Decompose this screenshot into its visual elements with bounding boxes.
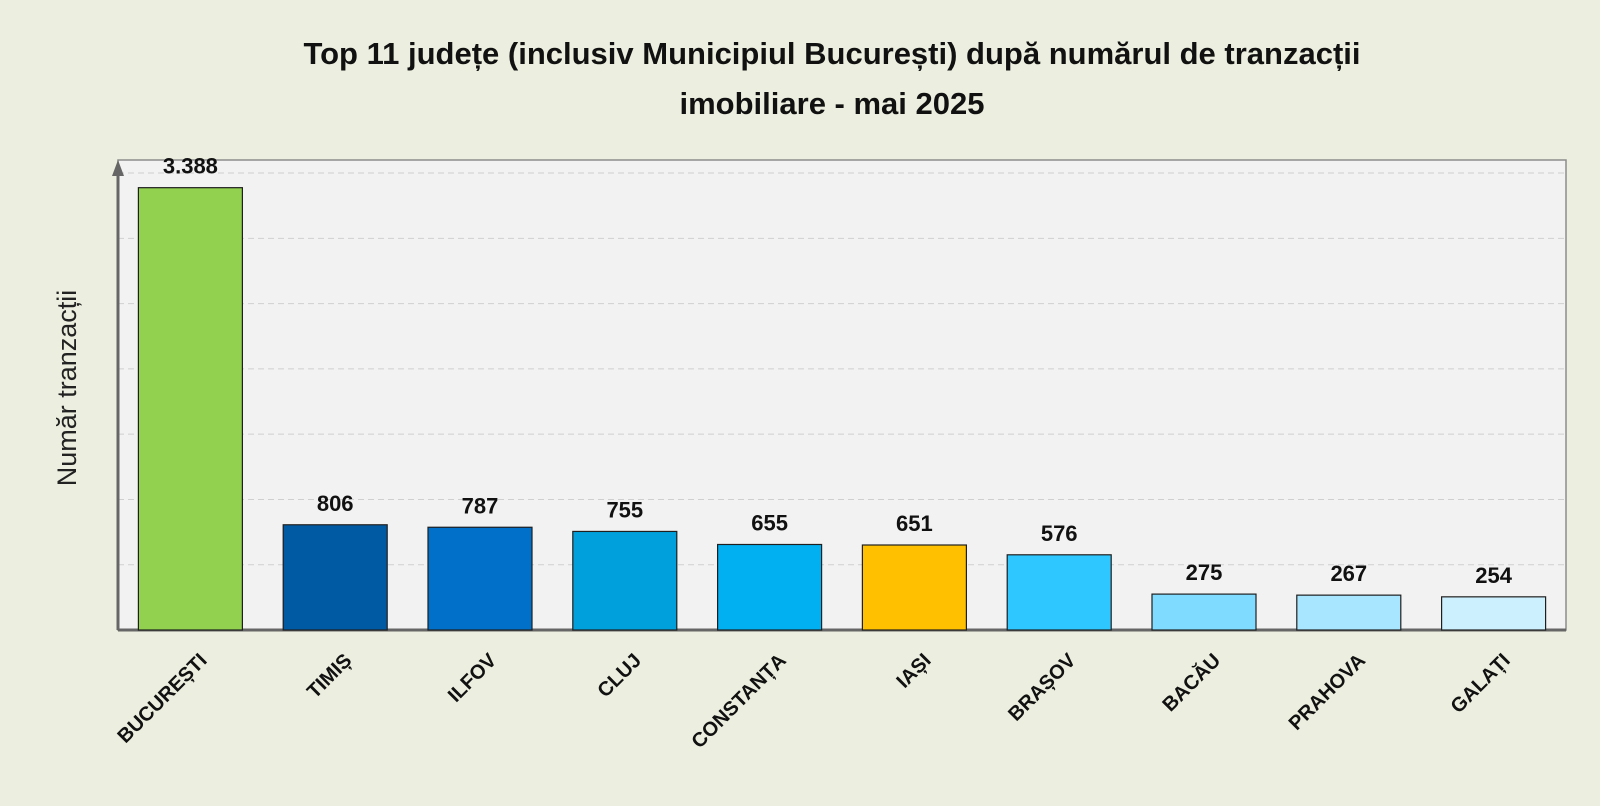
data-label: 755 [606, 497, 643, 522]
bar [1151, 593, 1257, 631]
data-label: 651 [896, 511, 933, 536]
bar [572, 530, 678, 631]
y-axis-label: Număr tranzacții [52, 290, 82, 487]
bar [716, 543, 823, 631]
chart-title-line-1: Top 11 județe (inclusiv Municipiul Bucur… [303, 36, 1360, 71]
bar [861, 544, 968, 631]
data-label: 655 [751, 510, 788, 535]
bar [427, 526, 533, 631]
bar [1006, 554, 1112, 631]
bar [1440, 596, 1547, 631]
data-label: 254 [1475, 563, 1512, 588]
data-label: 576 [1041, 521, 1078, 546]
data-label: 275 [1186, 560, 1223, 585]
data-label: 267 [1330, 561, 1367, 586]
data-label: 806 [317, 491, 354, 516]
bar [1296, 594, 1402, 631]
data-label: 3.388 [163, 154, 218, 179]
bar [137, 187, 243, 631]
bar [282, 524, 388, 631]
data-label: 787 [462, 493, 499, 518]
y-axis-arrow [112, 160, 124, 176]
chart-title-line-2: imobiliare - mai 2025 [680, 86, 985, 121]
